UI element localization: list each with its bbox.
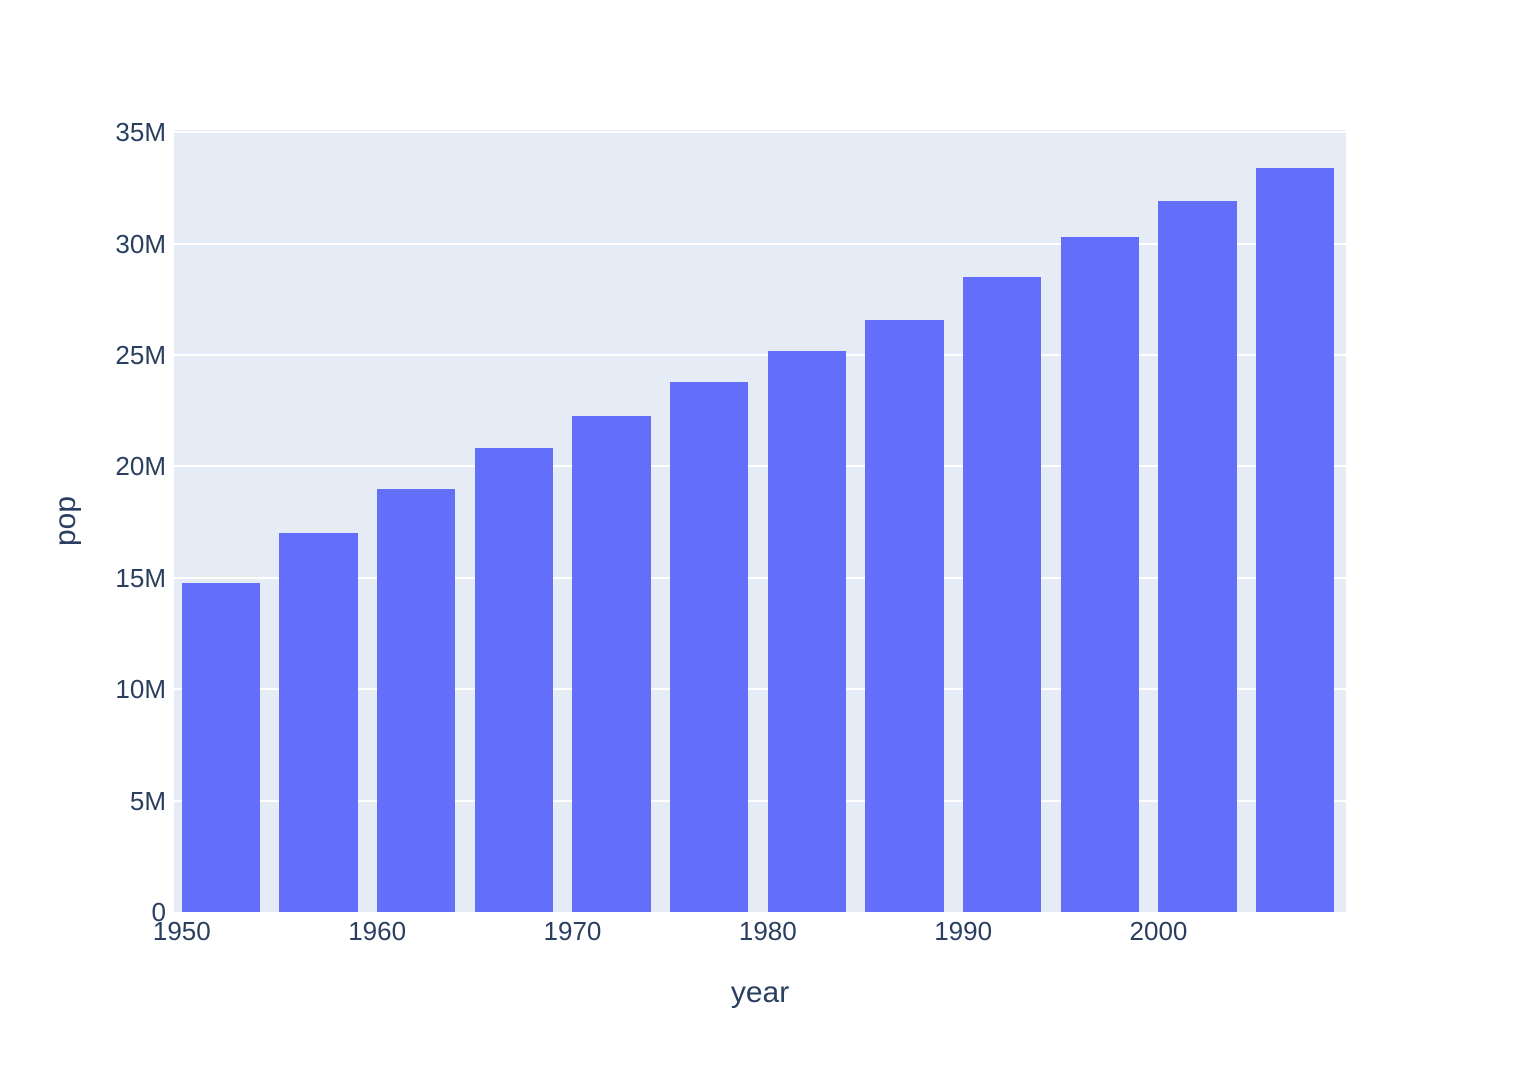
y-tick-label: 35M: [115, 117, 166, 148]
x-tick-label: 1990: [934, 916, 993, 946]
y-gridline: [174, 688, 1346, 691]
y-tick-label: 15M: [115, 562, 166, 593]
bar-1957[interactable]: [279, 533, 358, 912]
y-tick-label: 25M: [115, 340, 166, 371]
y-tick-label: 5M: [129, 785, 166, 816]
y-gridline: [174, 131, 1346, 134]
bar-1967[interactable]: [474, 448, 553, 912]
x-tick-label: 1970: [543, 916, 602, 946]
y-tick-label: 20M: [115, 451, 166, 482]
bar-2002[interactable]: [1158, 201, 1237, 912]
bar-1982[interactable]: [767, 350, 846, 912]
y-gridline: [174, 354, 1346, 357]
bar-1992[interactable]: [963, 276, 1042, 912]
y-tick-label: 0: [151, 897, 166, 927]
y-gridline: [174, 576, 1346, 579]
x-tick-label: 1960: [348, 916, 407, 946]
bar-1962[interactable]: [377, 489, 456, 912]
y-gridline: [174, 242, 1346, 245]
bar-1987[interactable]: [865, 320, 944, 912]
x-tick-label: 1980: [738, 916, 797, 946]
x-tick-label: 2000: [1129, 916, 1188, 946]
y-tick-label: 10M: [115, 674, 166, 705]
y-axis-title: pop: [49, 495, 82, 547]
bar-1972[interactable]: [572, 415, 651, 912]
bar-2007[interactable]: [1256, 168, 1335, 912]
y-gridline: [174, 799, 1346, 802]
bar-1997[interactable]: [1060, 236, 1139, 912]
y-tick-label: 30M: [115, 228, 166, 259]
x-tick-label: 1950: [152, 916, 211, 946]
plot-area[interactable]: [174, 130, 1346, 912]
bar-1952[interactable]: [181, 582, 260, 912]
y-gridline: [174, 465, 1346, 468]
x-axis-title: year: [730, 976, 790, 1009]
bar-1977[interactable]: [670, 381, 749, 912]
